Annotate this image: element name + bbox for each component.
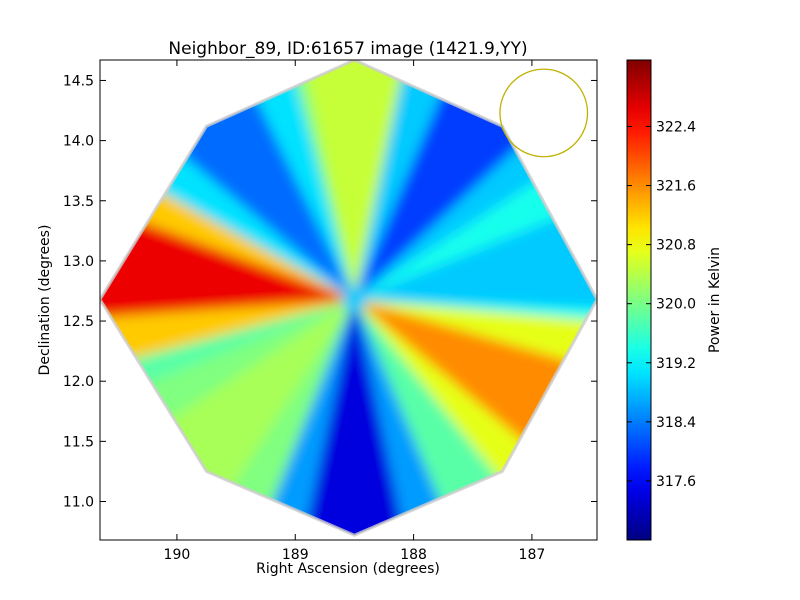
y-tick-label: 13.5 [63, 194, 94, 210]
footprint-outline [100, 60, 597, 537]
y-tick-label: 14.0 [63, 134, 94, 150]
colorbar-tick-label: 317.6 [656, 474, 696, 490]
y-tick-label: 14.5 [63, 73, 94, 89]
colorbar-tick-label: 318.4 [656, 415, 696, 431]
colorbar-tick-label: 320.0 [656, 297, 696, 313]
y-tick-label: 11.0 [63, 495, 94, 511]
chart-title: Neighbor_89, ID:61657 image (1421.9,YY) [168, 39, 527, 59]
colorbar-frame [626, 59, 652, 541]
colorbar-tick-label: 320.8 [656, 238, 696, 254]
colorbar-tick-label: 319.2 [656, 356, 696, 372]
x-tick-label: 188 [400, 547, 427, 563]
x-tick-label: 190 [164, 547, 191, 563]
y-tick-label: 11.5 [63, 434, 94, 450]
y-tick-label: 13.0 [63, 254, 94, 270]
colorbar: 317.6 318.4 319.2 320.0 320.8 321.6 322.4 Powe… [626, 59, 723, 541]
heatmap-image [100, 60, 597, 537]
colorbar-gradient [627, 60, 651, 540]
y-axis: 11.0 11.5 12.0 12.5 13.0 13.5 14.0 14.5 [63, 73, 597, 511]
x-tick-label: 187 [519, 547, 546, 563]
x-tick-label: 189 [282, 547, 309, 563]
y-tick-label: 12.0 [63, 374, 94, 390]
center-hub [342, 287, 367, 312]
x-axis: 190 189 188 187 [164, 60, 546, 563]
y-axis-label: Declination (degrees) [37, 225, 53, 376]
colorbar-tick-label: 322.4 [656, 119, 696, 135]
colorbar-tick-label: 321.6 [656, 179, 696, 195]
plot-frame [99, 59, 598, 541]
beam-circle [499, 68, 589, 158]
x-axis-label: Right Ascension (degrees) [256, 561, 440, 577]
colorbar-ticks: 317.6 318.4 319.2 320.0 320.8 321.6 322.4 [627, 119, 696, 490]
lobe-north [285, 60, 423, 292]
lobe-east [361, 175, 597, 311]
y-tick-label: 12.5 [63, 314, 94, 330]
lobe-south [285, 307, 423, 536]
colorbar-label: Power in Kelvin [707, 247, 723, 353]
